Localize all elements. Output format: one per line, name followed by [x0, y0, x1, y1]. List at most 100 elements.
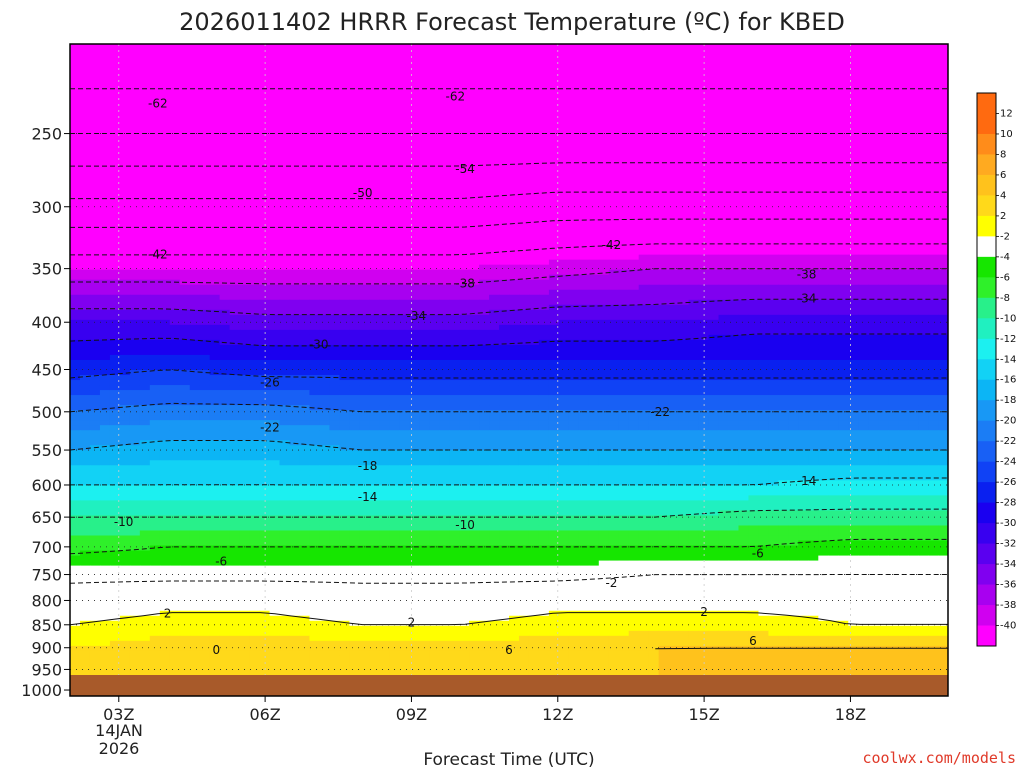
temperature-cell — [518, 204, 530, 211]
temperature-cell — [828, 54, 839, 60]
temperature-cell — [848, 89, 859, 95]
temperature-cell — [628, 244, 640, 251]
temperature-cell — [918, 269, 929, 276]
temperature-cell — [788, 319, 799, 326]
temperature-cell — [189, 239, 201, 246]
temperature-cell — [648, 299, 660, 306]
temperature-cell — [279, 194, 291, 201]
temperature-cell — [658, 84, 670, 90]
temperature-cell — [279, 324, 291, 331]
temperature-cell — [728, 109, 740, 115]
temperature-cell — [648, 59, 660, 65]
temperature-cell — [718, 224, 730, 231]
temperature-cell — [179, 154, 191, 160]
temperature-cell — [239, 204, 251, 211]
temperature-cell — [758, 139, 770, 145]
temperature-cell — [209, 44, 221, 50]
temperature-cell — [628, 59, 640, 65]
temperature-cell — [738, 119, 750, 125]
temperature-cell — [349, 259, 360, 266]
temperature-cell — [119, 159, 131, 165]
temperature-cell — [638, 264, 650, 271]
temperature-cell — [439, 154, 450, 160]
temperature-cell — [379, 274, 390, 281]
temperature-cell — [179, 79, 191, 85]
temperature-cell — [848, 269, 859, 276]
temperature-cell — [668, 274, 680, 281]
temperature-cell — [169, 154, 181, 160]
temperature-cell — [938, 249, 948, 256]
temperature-cell — [289, 184, 301, 191]
temperature-cell — [808, 279, 819, 286]
temperature-cell — [369, 179, 380, 186]
temperature-cell — [429, 144, 440, 150]
temperature-cell — [149, 104, 161, 110]
temperature-cell — [279, 244, 291, 251]
temperature-cell — [698, 164, 710, 170]
temperature-cell — [928, 249, 939, 256]
temperature-cell — [269, 189, 281, 196]
temperature-cell — [668, 59, 680, 65]
temperature-cell — [349, 249, 360, 256]
temperature-cell — [279, 274, 291, 281]
temperature-cell — [578, 254, 590, 261]
temperature-cell — [259, 214, 271, 221]
temperature-cell — [459, 319, 470, 326]
temperature-cell — [548, 79, 560, 85]
temperature-cell — [189, 164, 201, 170]
temperature-cell — [279, 214, 291, 221]
temperature-cell — [129, 199, 141, 206]
temperature-cell — [429, 79, 440, 85]
temperature-cell — [489, 304, 500, 311]
temperature-cell — [548, 274, 560, 281]
temperature-cell — [239, 284, 251, 291]
temperature-cell — [399, 159, 410, 165]
temperature-cell — [648, 109, 660, 115]
temperature-cell — [269, 114, 281, 120]
temperature-cell — [139, 159, 151, 165]
temperature-cell — [528, 184, 540, 191]
temperature-cell — [638, 324, 650, 331]
temperature-cell — [838, 114, 849, 120]
temperature-cell — [329, 269, 340, 276]
temperature-cell — [499, 309, 510, 316]
temperature-cell — [449, 239, 460, 246]
temperature-cell — [538, 184, 550, 191]
temperature-cell — [299, 44, 311, 50]
temperature-cell — [429, 234, 440, 241]
temperature-cell — [808, 184, 819, 191]
temperature-cell — [259, 124, 271, 130]
temperature-cell — [439, 159, 450, 165]
temperature-cell — [439, 174, 450, 181]
temperature-cell — [908, 74, 919, 80]
temperature-cell — [149, 264, 161, 271]
temperature-cell — [678, 294, 690, 301]
temperature-cell — [648, 264, 660, 271]
temperature-cell — [588, 219, 600, 226]
temperature-cell — [79, 79, 91, 85]
temperature-cell — [938, 64, 948, 70]
temperature-cell — [109, 249, 121, 256]
temperature-cell — [798, 264, 809, 271]
temperature-cell — [888, 154, 899, 160]
temperature-cell — [349, 79, 360, 85]
temperature-cell — [99, 209, 111, 216]
temperature-cell — [79, 194, 91, 201]
temperature-cell — [548, 89, 560, 95]
temperature-cell — [918, 254, 929, 261]
temperature-cell — [269, 259, 281, 266]
temperature-cell — [878, 144, 889, 150]
temperature-cell — [99, 54, 111, 60]
temperature-cell — [598, 44, 610, 50]
temperature-cell — [189, 324, 201, 331]
temperature-cell — [828, 124, 839, 130]
temperature-cell — [838, 64, 849, 70]
temperature-cell — [918, 174, 929, 181]
temperature-cell — [109, 139, 121, 145]
temperature-cell — [518, 184, 530, 191]
temperature-cell — [159, 189, 171, 196]
temperature-cell — [149, 139, 161, 145]
temperature-cell — [129, 169, 141, 175]
temperature-cell — [239, 119, 251, 125]
temperature-cell — [688, 274, 700, 281]
